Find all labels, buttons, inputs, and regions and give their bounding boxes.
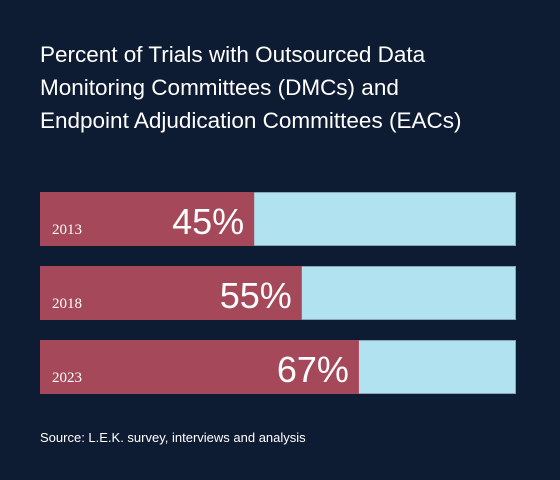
bar-2013 (40, 192, 255, 246)
source-note: Source: L.E.K. survey, interviews and an… (40, 430, 306, 445)
chart-title-line-2: Monitoring Committees (DMCs) and (40, 75, 399, 100)
category-label-2018: 2018 (52, 296, 82, 312)
category-label-2013: 2013 (52, 222, 82, 238)
chart-title-line-1: Percent of Trials with Outsourced Data (40, 42, 426, 67)
category-label-2023: 2023 (52, 370, 82, 386)
chart-title: Percent of Trials with Outsourced Data M… (40, 38, 530, 137)
chart-title-line-3: Endpoint Adjudication Committees (EACs) (40, 108, 462, 133)
value-label-2013: 45% (172, 201, 244, 242)
bar-2018 (40, 266, 302, 320)
value-label-2018: 55% (220, 275, 292, 316)
value-label-2023: 67% (277, 349, 349, 390)
bar-2023 (40, 340, 359, 394)
